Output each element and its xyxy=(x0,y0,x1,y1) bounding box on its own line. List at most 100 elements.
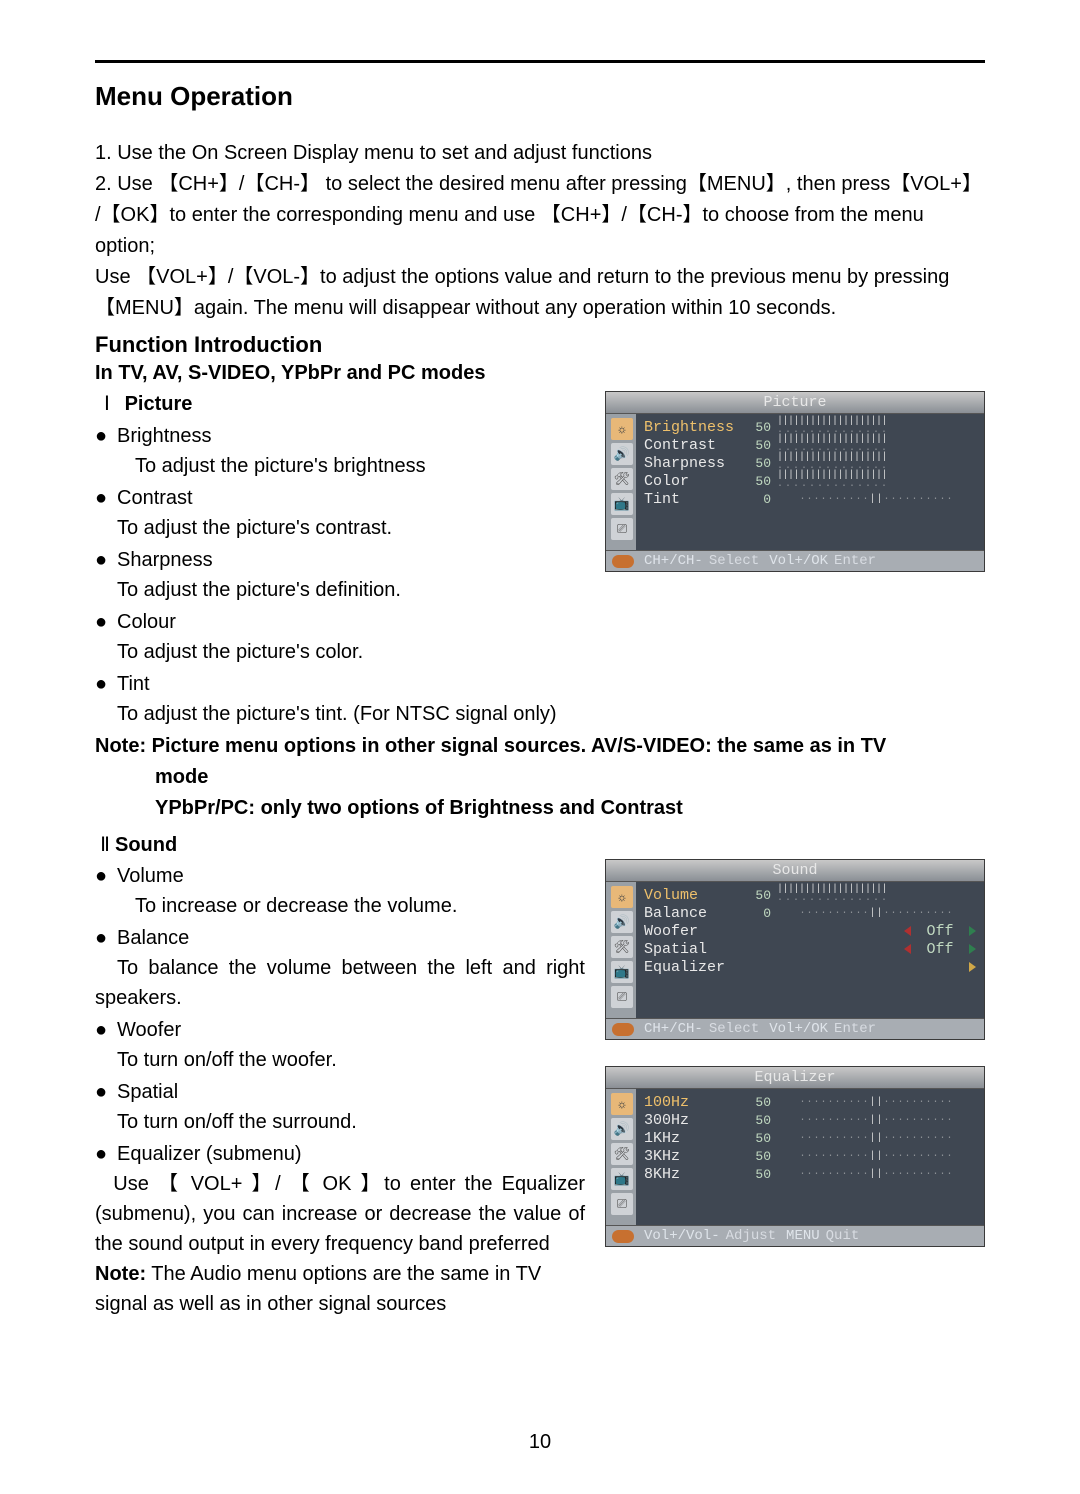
modes-heading: In TV, AV, S-VIDEO, YPbPr and PC modes xyxy=(95,362,985,385)
bullet-item: ●Equalizer (submenu) xyxy=(95,1139,585,1169)
osd-tabs: ☼ 🔊 🛠 📺 ⎚ xyxy=(606,882,636,1018)
osd-row: Volume50||||||||||||||||||||············… xyxy=(644,886,976,904)
bullet-item: ●Volume xyxy=(95,861,585,891)
intro-line: 1. Use the On Screen Display menu to set… xyxy=(95,138,985,169)
osd-foot-item: CH+/CH-Select xyxy=(644,553,759,569)
section-sound-heading: ⅡSound xyxy=(95,832,985,857)
osd-row: 100Hz50··········||·········· xyxy=(644,1093,976,1111)
osd-foot-item: CH+/CH-Select xyxy=(644,1021,759,1037)
osd-row: Tint0··········||·········· xyxy=(644,490,976,508)
osd-content: 100Hz50··········||··········300Hz50····… xyxy=(636,1089,984,1225)
osd-tab-icon: ⎚ xyxy=(611,518,633,540)
osd-tab-icon: 🛠 xyxy=(611,936,633,958)
bullet-item: ●Woofer xyxy=(95,1015,585,1045)
osd-tab-icon: 🛠 xyxy=(611,468,633,490)
bullet-icon: ● xyxy=(95,669,117,699)
osd-tab-icon: ⎚ xyxy=(611,1193,633,1215)
roman-numeral: Ⅰ xyxy=(95,389,119,419)
equalizer-text: Use 【 VOL+ 】/ 【 OK 】to enter the Equaliz… xyxy=(95,1169,585,1259)
osd-title: Equalizer xyxy=(606,1067,984,1089)
bullet-icon: ● xyxy=(95,1077,117,1107)
osd-tab-icon: ☼ xyxy=(611,418,633,440)
bullet-item: ●Spatial xyxy=(95,1077,585,1107)
bullet-item: ●Brightness xyxy=(95,421,585,451)
osd-tab-icon: ☼ xyxy=(611,886,633,908)
osd-tab-icon: ☼ xyxy=(611,1093,633,1115)
osd-content: Volume50||||||||||||||||||||············… xyxy=(636,882,984,1018)
osd-tab-icon: 🔊 xyxy=(611,443,633,465)
osd-tab-icon: 📺 xyxy=(611,1168,633,1190)
osd-title: Picture xyxy=(606,392,984,414)
sound-osd-col: Sound ☼ 🔊 🛠 📺 ⎚ Volume50||||||||||||||||||||··… xyxy=(605,859,985,1247)
bullet-desc: To adjust the picture's definition. xyxy=(117,575,585,605)
osd-tabs: ☼🔊🛠📺⎚ xyxy=(606,414,636,550)
osd-content: Brightness50||||||||||||||||||||········… xyxy=(636,414,984,550)
osd-panel: Equalizer☼🔊🛠📺⎚100Hz50··········||·······… xyxy=(605,1066,985,1247)
picture-section: Ⅰ Picture ●Brightness To adjust the pict… xyxy=(95,387,985,699)
osd-panel: Sound ☼ 🔊 🛠 📺 ⎚ Volume50||||||||||||||||||||··… xyxy=(605,859,985,1040)
osd-row: 1KHz50··········||·········· xyxy=(644,1129,976,1147)
section-label: Sound xyxy=(115,834,177,856)
osd-tab-icon: 🔊 xyxy=(611,911,633,933)
bullet-desc: To adjust the picture's contrast. xyxy=(117,513,585,543)
bullet-desc: To increase or decrease the volume. xyxy=(135,891,585,921)
bullet-desc: To adjust the picture's tint. (For NTSC … xyxy=(117,699,985,729)
osd-foot-pill xyxy=(612,555,634,568)
osd-footer: CH+/CH-Select Vol+/OKEnter xyxy=(606,1018,984,1039)
osd-body: ☼🔊🛠📺⎚Brightness50||||||||||||||||||||···… xyxy=(606,414,984,550)
osd-row: 3KHz50··········||·········· xyxy=(644,1147,976,1165)
intro-line: 2. Use 【CH+】/【CH-】 to select the desired… xyxy=(95,169,985,200)
bullet-item: ●Tint xyxy=(95,669,585,699)
bullet-desc: To adjust the picture's brightness xyxy=(135,451,585,481)
bullet-icon: ● xyxy=(95,1139,117,1169)
osd-footer: CH+/CH-SelectVol+/OKEnter xyxy=(606,550,984,571)
picture-note-line2: mode xyxy=(155,762,985,793)
sound-section: ●Volume To increase or decrease the volu… xyxy=(95,859,985,1319)
bullet-desc: To adjust the picture's color. xyxy=(117,637,585,667)
picture-note-line1: Note: Picture menu options in other sign… xyxy=(95,731,985,762)
osd-foot-pill xyxy=(612,1023,634,1036)
sound-text: ●Volume To increase or decrease the volu… xyxy=(95,859,585,1319)
bullet-item: ●Contrast xyxy=(95,483,585,513)
bullet-desc: To turn on/off the woofer. xyxy=(117,1045,585,1075)
bullet-icon: ● xyxy=(95,421,117,451)
osd-row: 8KHz50··········||·········· xyxy=(644,1165,976,1183)
osd-tab-icon: 🛠 xyxy=(611,1143,633,1165)
bullet-icon: ● xyxy=(95,545,117,575)
osd-footer: Vol+/Vol-AdjustMENUQuit xyxy=(606,1225,984,1246)
sound-note-prefix: Note: xyxy=(95,1263,146,1285)
bullet-icon: ● xyxy=(95,923,117,953)
osd-tab-icon: 🔊 xyxy=(611,1118,633,1140)
sound-note: Note: The Audio menu options are the sam… xyxy=(95,1259,585,1319)
bullet-item: ●Colour xyxy=(95,607,585,637)
sound-note-rest: The Audio menu options are the same in T… xyxy=(95,1263,541,1315)
bullet-icon: ● xyxy=(95,1015,117,1045)
bullet-icon: ● xyxy=(95,607,117,637)
bullet-desc: To turn on/off the surround. xyxy=(117,1107,585,1137)
page-number: 10 xyxy=(0,1431,1080,1454)
osd-row: 300Hz50··········||·········· xyxy=(644,1111,976,1129)
picture-text: Ⅰ Picture ●Brightness To adjust the pict… xyxy=(95,387,585,699)
osd-body: ☼ 🔊 🛠 📺 ⎚ Volume50||||||||||||||||||||·······… xyxy=(606,882,984,1018)
picture-note-line3: YPbPr/PC: only two options of Brightness… xyxy=(155,793,985,824)
osd-foot-item: Vol+/OKEnter xyxy=(769,1021,876,1037)
osd-tab-icon: 📺 xyxy=(611,961,633,983)
osd-tab-icon: ⎚ xyxy=(611,986,633,1008)
osd-row: Equalizer xyxy=(644,958,976,976)
function-intro-heading: Function Introduction xyxy=(95,332,985,358)
picture-osd-col: Picture☼🔊🛠📺⎚Brightness50||||||||||||||||… xyxy=(605,387,985,572)
osd-title: Sound xyxy=(606,860,984,882)
osd-panel: Picture☼🔊🛠📺⎚Brightness50||||||||||||||||… xyxy=(605,391,985,572)
intro-line: Use 【VOL+】/【VOL-】to adjust the options v… xyxy=(95,262,985,293)
osd-foot-pill xyxy=(612,1230,634,1243)
roman-numeral: Ⅱ xyxy=(95,832,115,857)
intro-block: 1. Use the On Screen Display menu to set… xyxy=(95,138,985,324)
top-rule xyxy=(95,60,985,63)
page: Menu Operation 1. Use the On Screen Disp… xyxy=(0,0,1080,1494)
section-picture-heading: Ⅰ Picture xyxy=(95,389,585,419)
osd-row: Color50||||||||||||||||||||·············… xyxy=(644,472,976,490)
osd-row: Balance0··········||·········· xyxy=(644,904,976,922)
bullet-desc: To balance the volume between the left a… xyxy=(95,953,585,1013)
osd-body: ☼🔊🛠📺⎚100Hz50··········||··········300Hz5… xyxy=(606,1089,984,1225)
intro-line: /【OK】to enter the corresponding menu and… xyxy=(95,200,985,262)
